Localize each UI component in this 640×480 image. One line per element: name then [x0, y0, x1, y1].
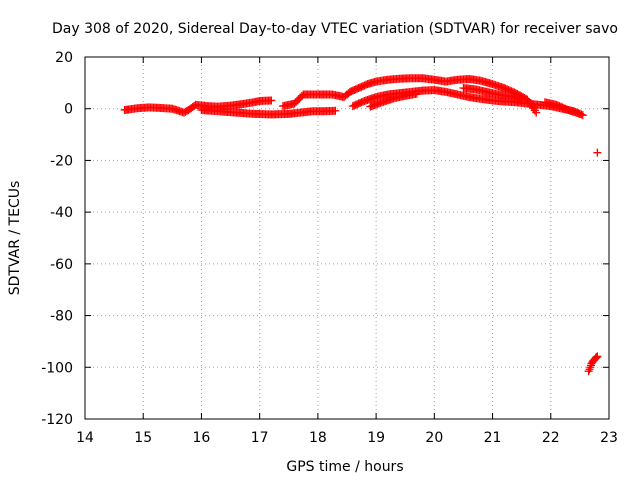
data-point [585, 365, 594, 374]
ticks: 14 15 16 17 18 19 20 21 22 23 20 0 -20 -40 -60 -80 -100 -… [41, 50, 618, 446]
x-tick-label: 21 [484, 430, 502, 446]
y-tick-label: -80 [50, 309, 73, 325]
y-tick-label: 0 [64, 102, 73, 118]
x-tick-label: 17 [251, 430, 269, 446]
data-point [267, 96, 276, 105]
y-tick-label: -120 [41, 412, 73, 428]
data-point [593, 352, 602, 361]
y-axis-label: SDTVAR / TECUs [7, 181, 23, 296]
y-tick-label: -20 [50, 153, 73, 169]
x-axis-label: GPS time / hours [286, 459, 403, 475]
data-point [517, 94, 526, 103]
x-tick-label: 23 [600, 430, 618, 446]
y-tick-label: 20 [55, 50, 73, 66]
chart-title: Day 308 of 2020, Sidereal Day-to-day VTE… [52, 21, 618, 37]
data-points [120, 74, 602, 376]
data-point [575, 109, 584, 118]
data-point [412, 89, 421, 98]
x-tick-label: 15 [134, 430, 152, 446]
data-point [532, 108, 541, 117]
x-tick-label: 20 [425, 430, 443, 446]
plot-frame [84, 56, 610, 420]
x-tick-label: 16 [193, 430, 211, 446]
data-point [331, 106, 340, 115]
x-tick-label: 18 [309, 430, 327, 446]
x-tick-label: 19 [367, 430, 385, 446]
grid [85, 57, 609, 419]
y-tick-label: -60 [50, 257, 73, 273]
y-tick-label: -40 [50, 205, 73, 221]
x-tick-label: 14 [76, 430, 94, 446]
y-tick-label: -100 [41, 360, 73, 376]
data-point [593, 148, 602, 157]
data-point [584, 367, 593, 376]
x-tick-label: 22 [542, 430, 560, 446]
